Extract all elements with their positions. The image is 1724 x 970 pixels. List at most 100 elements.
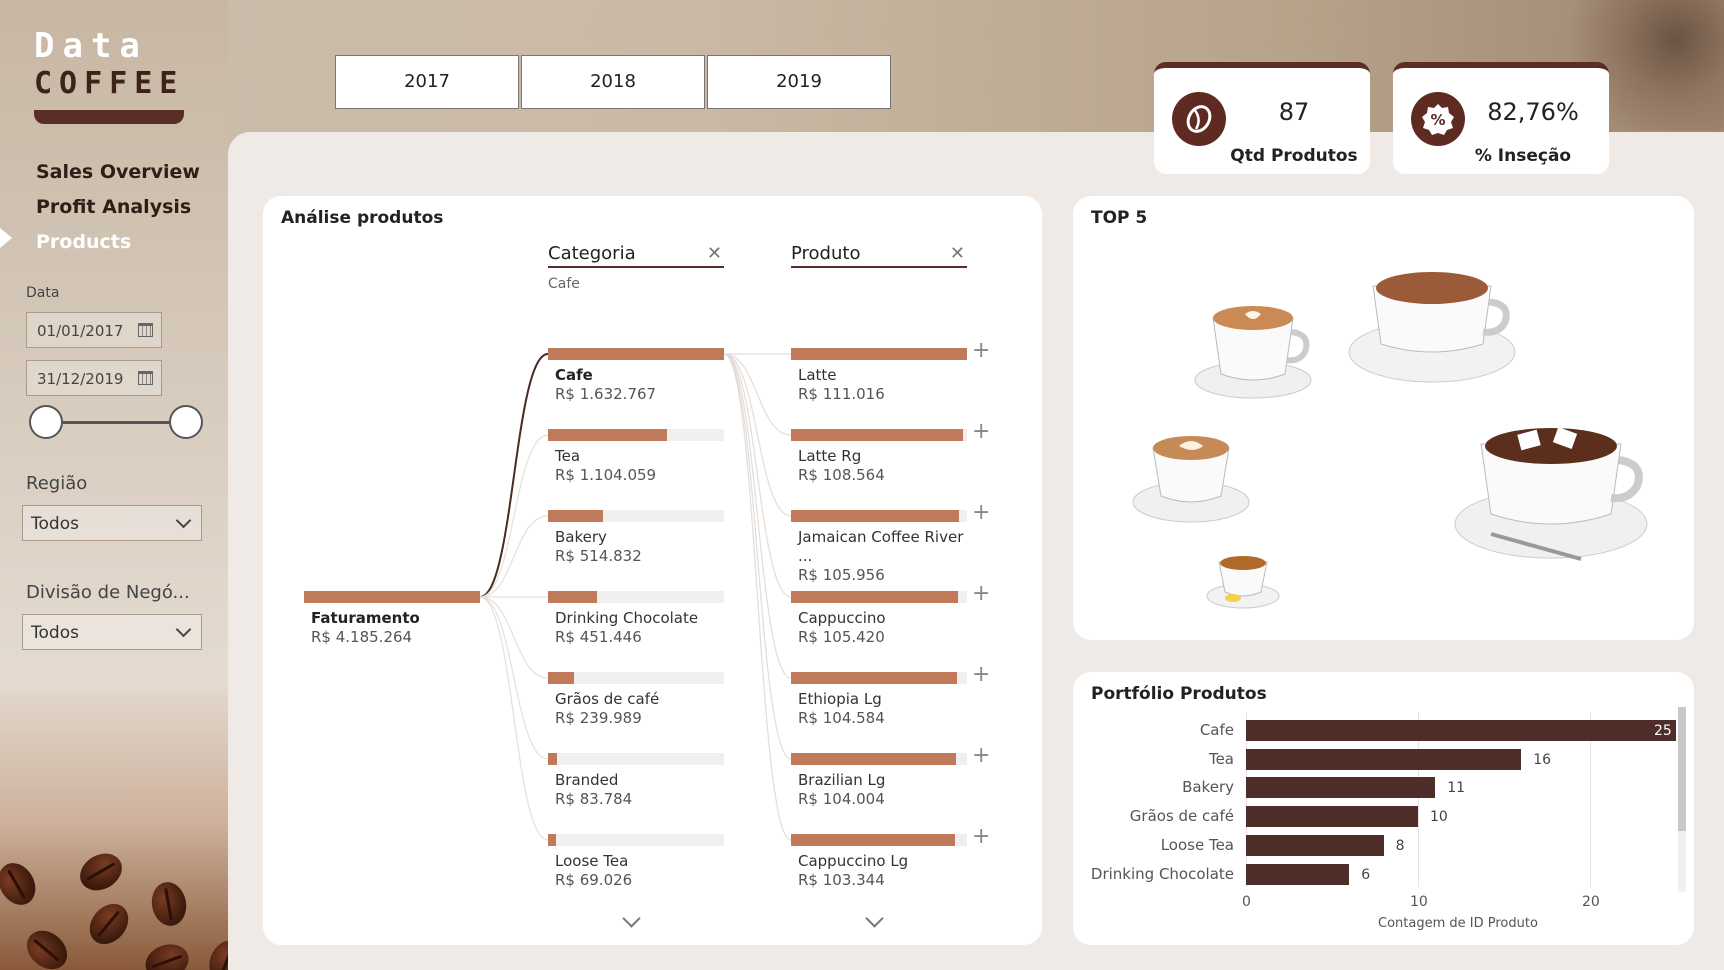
bar-value-label: 11 xyxy=(1447,780,1466,797)
card-title: TOP 5 xyxy=(1091,208,1148,228)
expand-plus-icon[interactable]: + xyxy=(972,500,991,525)
node-value: R$ 111.016 xyxy=(798,385,885,403)
year-button-2018[interactable]: 2018 xyxy=(521,55,705,109)
tree-node-category[interactable]: Branded R$ 83.784 xyxy=(548,753,724,809)
nav-item-profit-analysis[interactable]: Profit Analysis xyxy=(36,196,192,218)
coffee-beans-decoration xyxy=(0,840,260,970)
tree-connectors xyxy=(479,353,792,841)
tree-node-product[interactable]: Latte R$ 111.016 xyxy=(791,348,967,404)
date-range-slider-track[interactable] xyxy=(46,421,186,424)
close-icon[interactable]: ✕ xyxy=(949,243,965,264)
tree-node-category[interactable]: Loose Tea R$ 69.026 xyxy=(548,834,724,890)
node-label: Branded xyxy=(555,771,619,789)
bar-mark[interactable] xyxy=(1246,777,1436,799)
tree-node-category[interactable]: Bakery R$ 514.832 xyxy=(548,510,724,566)
tree-connector xyxy=(479,596,549,841)
node-bar xyxy=(548,348,724,360)
tree-node-product[interactable]: Jamaican Coffee River ... R$ 105.956 xyxy=(791,510,967,585)
calendar-icon[interactable] xyxy=(138,323,153,337)
node-bar-track xyxy=(791,591,967,603)
column-header-label: Produto xyxy=(791,243,861,264)
expand-plus-icon[interactable]: + xyxy=(972,338,991,363)
date-start-input[interactable]: 01/01/2017 xyxy=(26,312,162,348)
x-axis-tick-label: 20 xyxy=(1582,894,1600,910)
expand-plus-icon[interactable]: + xyxy=(972,743,991,768)
expand-plus-icon[interactable]: + xyxy=(972,419,991,444)
chart-gridline xyxy=(1418,712,1419,887)
division-dropdown-value: Todos xyxy=(31,623,79,643)
kpi-label: % Inseção xyxy=(1474,146,1572,166)
bar-mark[interactable] xyxy=(1246,834,1384,856)
decomposition-tree-card: Análise produtos Categoria ✕ Cafe Produt… xyxy=(263,196,1042,945)
node-label: Drinking Chocolate xyxy=(555,609,699,627)
close-icon[interactable]: ✕ xyxy=(706,243,722,264)
bar-value-label: 8 xyxy=(1395,837,1405,854)
tree-node-product[interactable]: Brazilian Lg R$ 104.004 xyxy=(791,753,967,809)
tree-node-category[interactable]: Cafe R$ 1.632.767 xyxy=(548,348,724,404)
node-value: R$ 104.004 xyxy=(798,790,885,808)
nav-item-sales-overview[interactable]: Sales Overview xyxy=(36,161,200,183)
date-end-input[interactable]: 31/12/2019 xyxy=(26,360,162,396)
node-value: R$ 108.564 xyxy=(798,466,885,484)
svg-text:%: % xyxy=(1430,111,1445,129)
expand-plus-icon[interactable]: + xyxy=(972,581,991,606)
logo-line-2: COFFEE xyxy=(34,66,185,101)
bar-category-label: Bakery xyxy=(1182,778,1234,797)
bar-mark[interactable] xyxy=(1246,748,1522,770)
kpi-card-products: 87 Qtd Produtos xyxy=(1154,62,1370,174)
expand-plus-icon[interactable]: + xyxy=(972,662,991,687)
node-bar xyxy=(548,834,556,846)
bar-category-label: Drinking Chocolate xyxy=(1090,864,1234,883)
tree-node-root[interactable]: Faturamento R$ 4.185.264 xyxy=(304,591,480,647)
date-filter-label: Data xyxy=(26,285,60,301)
node-value: R$ 1.632.767 xyxy=(555,385,657,403)
date-range-slider-end-handle[interactable] xyxy=(169,405,203,439)
tree-node-product[interactable]: Ethiopia Lg R$ 104.584 xyxy=(791,672,967,728)
tree-node-product[interactable]: Cappuccino Lg R$ 103.344 xyxy=(791,834,967,890)
tree-connector xyxy=(723,353,792,760)
chevron-down-icon xyxy=(175,512,192,529)
node-bar xyxy=(791,753,956,765)
node-bar xyxy=(791,591,958,603)
tree-node-category[interactable]: Tea R$ 1.104.059 xyxy=(548,429,724,485)
node-value: R$ 514.832 xyxy=(555,547,642,565)
latte-art-cup-image xyxy=(1132,436,1250,523)
x-axis-title: Contagem de ID Produto xyxy=(1378,916,1538,931)
coffee-bean-icon xyxy=(148,879,190,929)
kpi-label: Qtd Produtos xyxy=(1230,146,1358,166)
node-bar-track xyxy=(548,834,724,846)
node-label: Latte Rg xyxy=(798,447,862,465)
region-dropdown[interactable]: Todos xyxy=(22,505,202,541)
tree-connector xyxy=(479,353,549,598)
division-dropdown[interactable]: Todos xyxy=(22,614,202,650)
bar-mark[interactable] xyxy=(1246,863,1350,885)
coffee-bean-icon xyxy=(140,938,194,970)
tree-node-category[interactable]: Grãos de café R$ 239.989 xyxy=(548,672,724,728)
bar-category-label: Grãos de café xyxy=(1129,807,1234,826)
logo-underline xyxy=(34,110,184,124)
top5-card: TOP 5 xyxy=(1073,196,1694,640)
active-nav-arrow-icon xyxy=(0,228,12,248)
node-value: R$ 104.584 xyxy=(798,709,885,727)
year-button-2019[interactable]: 2019 xyxy=(707,55,891,109)
bar-mark[interactable] xyxy=(1246,720,1676,741)
tree-node-category[interactable]: Drinking Chocolate R$ 451.446 xyxy=(548,591,724,647)
tea-cup-image xyxy=(1206,556,1280,609)
node-bar xyxy=(548,672,574,684)
tree-node-product[interactable]: Latte Rg R$ 108.564 xyxy=(791,429,967,485)
node-bar-track xyxy=(548,591,724,603)
chart-scrollbar-thumb[interactable] xyxy=(1678,707,1686,831)
chart-gridline xyxy=(1590,712,1591,887)
node-bar xyxy=(791,510,959,522)
calendar-icon[interactable] xyxy=(138,371,153,385)
date-range-slider-start-handle[interactable] xyxy=(29,405,63,439)
nav-item-products[interactable]: Products xyxy=(36,231,132,253)
year-button-2017[interactable]: 2017 xyxy=(335,55,519,109)
tree-node-product[interactable]: Cappuccino R$ 105.420 xyxy=(791,591,967,647)
node-value: R$ 4.185.264 xyxy=(311,628,413,646)
tree-connector xyxy=(723,353,792,841)
node-bar-track xyxy=(791,753,967,765)
bar-mark[interactable] xyxy=(1246,806,1418,828)
expand-plus-icon[interactable]: + xyxy=(972,824,991,849)
node-bar xyxy=(548,510,603,522)
